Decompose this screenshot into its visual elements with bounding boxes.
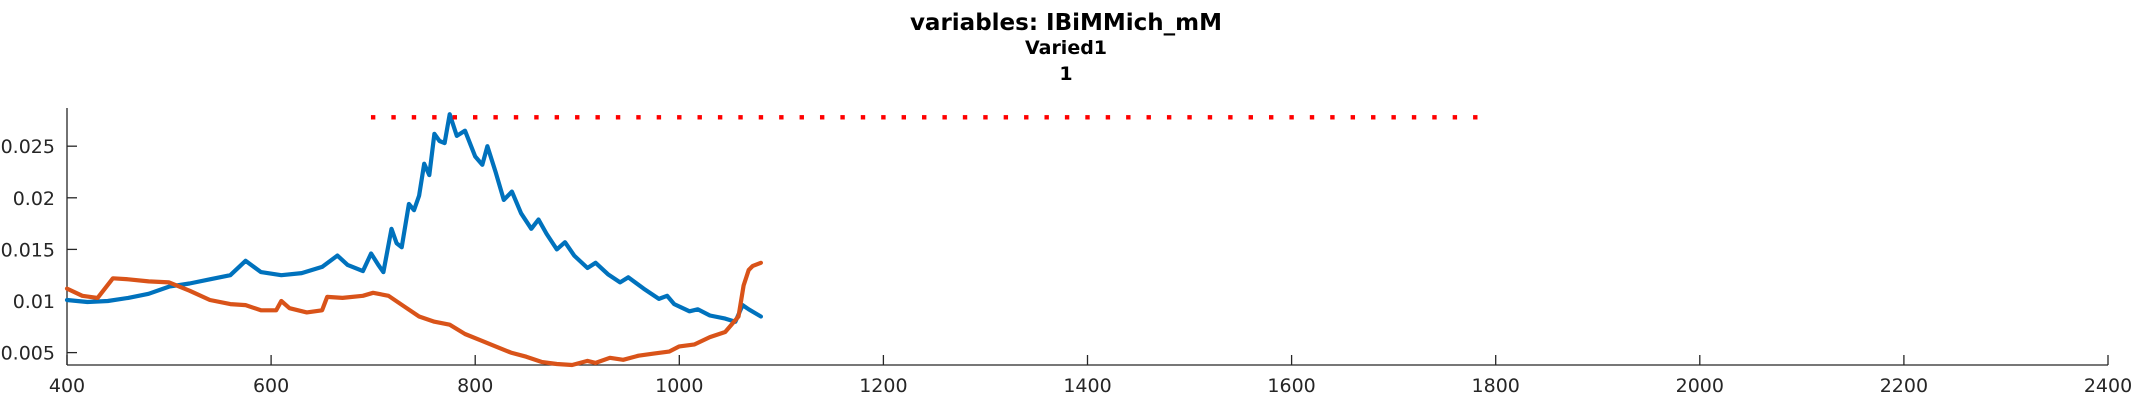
marker-point bbox=[1207, 115, 1213, 120]
marker-point bbox=[922, 115, 927, 120]
marker-point bbox=[1309, 115, 1315, 120]
series-line-1 bbox=[64, 112, 763, 324]
marker-point bbox=[1248, 115, 1253, 120]
marker-point bbox=[881, 115, 886, 120]
x-tick-label: 1000 bbox=[655, 375, 703, 397]
marker-point bbox=[513, 115, 519, 120]
marker-point bbox=[1105, 115, 1111, 120]
y-tick-label: 0.02 bbox=[13, 188, 55, 210]
y-tick-label: 0.01 bbox=[13, 291, 55, 313]
marker-point bbox=[636, 115, 641, 120]
x-tick-label: 2200 bbox=[1880, 375, 1928, 397]
marker-point bbox=[1391, 115, 1396, 120]
marker-point bbox=[1044, 115, 1049, 120]
marker-point bbox=[819, 115, 825, 120]
marker-point bbox=[1411, 115, 1417, 120]
chart-subtitle: Varied1 bbox=[1025, 37, 1107, 59]
marker-point bbox=[983, 115, 988, 120]
x-tick-label: 1800 bbox=[1472, 375, 1520, 397]
marker-point bbox=[942, 115, 947, 120]
x-tick-label: 1200 bbox=[859, 375, 907, 397]
marker-point bbox=[595, 115, 600, 120]
series-line-2 bbox=[64, 260, 763, 368]
marker-point bbox=[901, 115, 907, 120]
marker-point bbox=[962, 115, 968, 120]
marker-point bbox=[1024, 115, 1029, 120]
marker-point bbox=[1452, 115, 1458, 120]
marker-point bbox=[1187, 115, 1192, 120]
marker-point bbox=[1085, 115, 1090, 120]
x-tick-label: 400 bbox=[49, 375, 85, 397]
marker-point bbox=[452, 115, 457, 120]
marker-point bbox=[493, 115, 498, 120]
plot-area: 400 600 800 1000 1200 1400 1600 1800 2000 2200 240… bbox=[1, 108, 2132, 397]
marker-point bbox=[1146, 115, 1151, 120]
marker-point bbox=[1166, 115, 1172, 120]
marker-point bbox=[1289, 115, 1294, 120]
y-tick-label: 0.025 bbox=[1, 136, 55, 158]
marker-point bbox=[656, 115, 662, 120]
x-tick-label: 2000 bbox=[1676, 375, 1724, 397]
marker-point bbox=[1371, 115, 1376, 120]
marker-point bbox=[1473, 115, 1478, 120]
marker-point bbox=[534, 115, 539, 120]
marker-point bbox=[738, 115, 743, 120]
marker-point bbox=[677, 115, 682, 120]
x-tick-label: 1600 bbox=[1267, 375, 1315, 397]
marker-point bbox=[1268, 115, 1274, 120]
marker-point bbox=[554, 115, 560, 120]
marker-point bbox=[575, 115, 580, 120]
marker-point bbox=[1228, 115, 1233, 120]
chart-title: variables: IBiMMich_mM bbox=[910, 10, 1222, 36]
y-tick-label: 0.015 bbox=[1, 239, 55, 261]
marker-point bbox=[1003, 115, 1009, 120]
marker-point bbox=[860, 115, 866, 120]
marker-point bbox=[473, 115, 478, 120]
marker-point bbox=[432, 115, 437, 120]
x-tick-label: 800 bbox=[457, 375, 493, 397]
x-tick-label: 1400 bbox=[1063, 375, 1111, 397]
marker-point bbox=[758, 115, 764, 120]
marker-point bbox=[615, 115, 621, 120]
chart-subtitle-2: 1 bbox=[1059, 63, 1072, 85]
marker-point bbox=[1350, 115, 1356, 120]
marker-point bbox=[391, 115, 396, 120]
marker-point bbox=[697, 115, 702, 120]
marker-point bbox=[779, 115, 784, 120]
marker-point bbox=[1432, 115, 1437, 120]
marker-point bbox=[1330, 115, 1335, 120]
marker-point bbox=[1126, 115, 1131, 120]
marker-point bbox=[840, 115, 845, 120]
y-tick-label: 0.005 bbox=[1, 343, 55, 365]
x-tick-label: 600 bbox=[253, 375, 289, 397]
x-tick-label: 2400 bbox=[2084, 375, 2132, 397]
marker-point bbox=[370, 115, 376, 120]
marker-point bbox=[411, 115, 417, 120]
marker-point bbox=[799, 115, 804, 120]
marker-point bbox=[717, 115, 723, 120]
marker-point bbox=[1064, 115, 1070, 120]
